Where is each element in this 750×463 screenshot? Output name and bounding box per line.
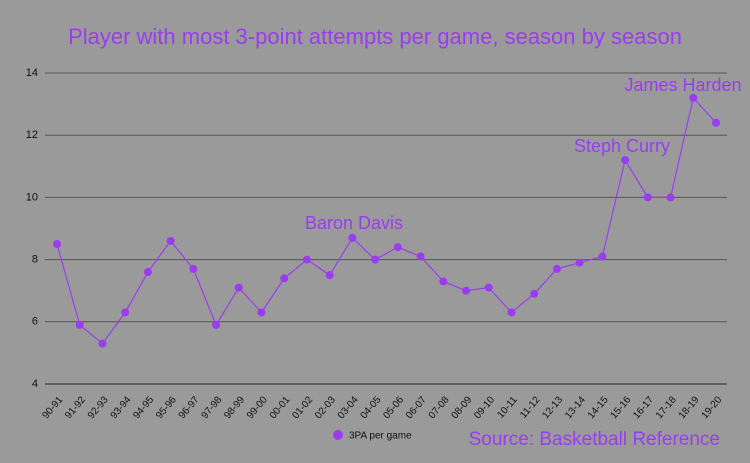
x-tick-label: 96-97 (177, 394, 202, 421)
point (416, 252, 425, 261)
y-tick-label: 6 (32, 316, 38, 328)
annotation: Steph Curry (574, 136, 670, 156)
x-tick-label: 95-96 (154, 394, 179, 421)
point (53, 240, 61, 249)
x-tick-label: 13-14 (563, 394, 588, 421)
point (462, 286, 471, 295)
annotation: Baron Davis (305, 213, 403, 233)
point (598, 252, 607, 261)
point (689, 93, 698, 102)
x-tick-label: 11-12 (518, 394, 543, 420)
x-tick-label: 05-06 (381, 394, 406, 421)
x-tick-label: 93-94 (109, 394, 134, 421)
point (143, 268, 152, 277)
point (212, 320, 221, 329)
point (621, 156, 630, 165)
x-tick-label: 04-05 (359, 394, 384, 421)
x-tick-label: 97-98 (200, 394, 225, 421)
x-tick-label: 14-15 (586, 394, 611, 421)
x-tick-label: 16-17 (631, 394, 656, 421)
x-tick-label: 09-10 (472, 394, 497, 421)
x-tick-label: 98-99 (222, 394, 247, 421)
point (712, 118, 720, 127)
x-tick-label: 07-08 (427, 394, 452, 421)
legend-label: 3PA per game (349, 431, 412, 442)
point (575, 258, 584, 267)
x-tick-label: 08-09 (449, 394, 474, 421)
source: Source: Basketball Reference (469, 429, 720, 450)
x-tick-label: 92-93 (86, 394, 111, 421)
y-tick-label: 8 (32, 254, 38, 266)
x-tick-label: 91-92 (63, 394, 88, 421)
chart-title: Player with most 3-point attempts per ga… (68, 24, 682, 49)
point (234, 283, 243, 292)
point (439, 277, 448, 286)
point (302, 255, 311, 264)
point (257, 308, 266, 317)
point (393, 243, 402, 252)
point (530, 289, 539, 298)
x-tick-label: 15-16 (609, 394, 634, 421)
line (56, 96, 717, 345)
x-tick-label: 10-11 (495, 394, 520, 420)
point (75, 320, 84, 329)
y-tick-label: 10 (26, 191, 38, 203)
point (280, 274, 289, 283)
x-tick-label: 12-13 (540, 394, 565, 421)
x-tick-label: 02-03 (313, 394, 338, 421)
x-tick-label: 06-07 (404, 394, 429, 421)
point (189, 264, 198, 273)
y-tick-label: 12 (26, 129, 38, 141)
point (666, 193, 675, 202)
point (166, 236, 175, 245)
x-tick-label: 18-19 (677, 394, 702, 421)
x-tick-label: 00-01 (268, 394, 293, 421)
point (121, 308, 130, 317)
point (371, 255, 380, 264)
x-tick-label: 03-04 (336, 394, 361, 421)
point (348, 233, 357, 242)
x-tick-label: 99-00 (245, 394, 270, 421)
point (507, 308, 516, 317)
x-tick-label: 01-02 (290, 394, 315, 421)
point (325, 271, 334, 280)
annotation: James Harden (624, 75, 741, 95)
point (98, 339, 107, 348)
point (484, 283, 493, 292)
y-tick-label: 14 (26, 67, 38, 79)
x-tick-label: 17-18 (654, 394, 679, 421)
legend-marker (333, 430, 343, 440)
y-tick-label: 4 (32, 378, 38, 390)
x-tick-label: 19-20 (699, 394, 724, 421)
point (552, 264, 561, 273)
point (643, 193, 652, 202)
x-tick-label: 90-91 (40, 394, 65, 421)
x-tick-label: 94-95 (131, 394, 156, 421)
